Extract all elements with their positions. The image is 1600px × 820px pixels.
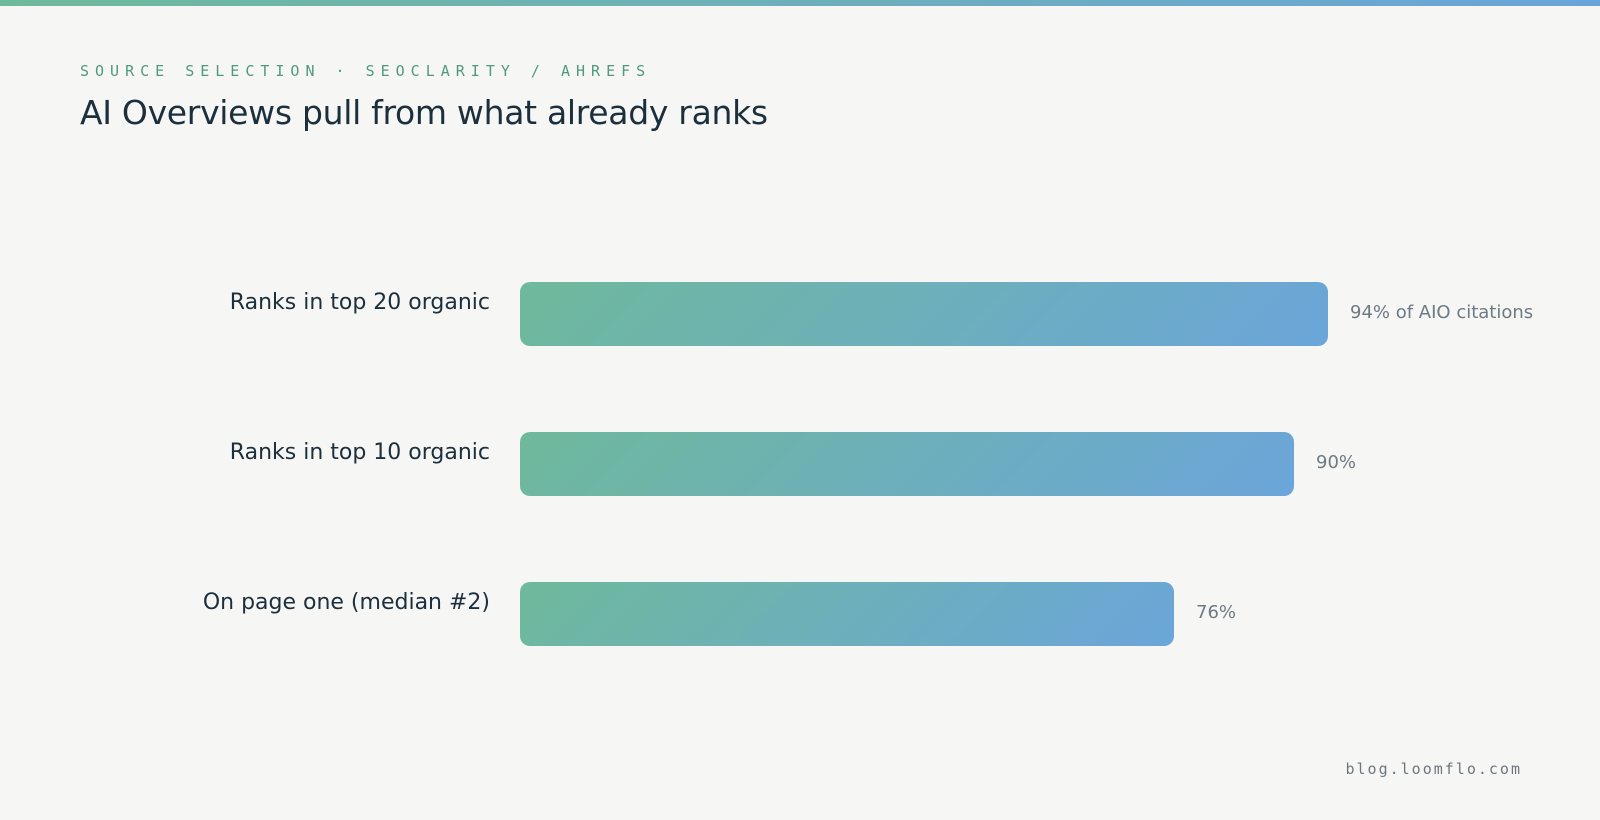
top-accent-bar [0, 0, 1600, 6]
eyebrow-label: SOURCE SELECTION · SEOCLARITY / AHREFS [80, 62, 652, 80]
bar-category-label: Ranks in top 10 organic [229, 440, 490, 465]
bar [520, 582, 1174, 646]
page-title: AI Overviews pull from what already rank… [80, 93, 768, 132]
bar-value-label: 76% [1196, 602, 1237, 623]
bar-category-label: On page one (median #2) [202, 590, 490, 615]
bar-value-label: 90% [1316, 452, 1357, 473]
footer-url: blog.loomflo.com [1345, 760, 1522, 778]
bar-category-label: Ranks in top 20 organic [229, 290, 490, 315]
bar [520, 282, 1328, 346]
bar [520, 432, 1294, 496]
bar-value-label: 94% of AIO citations [1350, 302, 1534, 323]
